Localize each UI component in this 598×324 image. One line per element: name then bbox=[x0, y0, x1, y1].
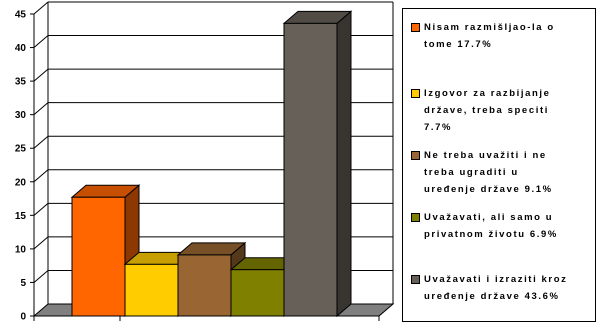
bar bbox=[70, 184, 141, 318]
legend-label: Nisam razmišljao-la o tome 17.7% bbox=[424, 22, 555, 50]
legend-swatch bbox=[411, 89, 420, 98]
y-tick-label: 25 bbox=[15, 144, 27, 155]
legend-item: Uvažavati, ali samo u privatnom životu 6… bbox=[411, 209, 593, 243]
y-tick-label: 5 bbox=[20, 278, 26, 289]
y-tick-label: 15 bbox=[15, 211, 27, 222]
legend-swatch bbox=[411, 275, 420, 284]
legend-item: Ne treba uvažiti i ne treba ugraditi u u… bbox=[411, 147, 593, 198]
y-tick-label: 45 bbox=[15, 10, 27, 21]
gridline-diagonal bbox=[33, 169, 49, 183]
gridline-diagonal bbox=[33, 1, 49, 15]
legend-label: Uvažavati i izraziti kroz uređenje držav… bbox=[424, 274, 568, 302]
legend-item: Izgovor za razbijanje države, treba spec… bbox=[411, 85, 593, 136]
bar-front bbox=[283, 22, 338, 317]
legend-swatch bbox=[411, 23, 420, 32]
bar-front bbox=[230, 269, 285, 317]
y-tick-label: 40 bbox=[15, 43, 27, 54]
y-tick-label: 0 bbox=[20, 312, 26, 323]
gridline-diagonal bbox=[33, 102, 49, 116]
legend-item: Uvažavati i izraziti kroz uređenje držav… bbox=[411, 271, 593, 305]
gridline-diagonal bbox=[33, 270, 49, 283]
legend-swatch bbox=[411, 151, 420, 160]
legend-label: Izgovor za razbijanje države, treba spec… bbox=[424, 88, 551, 133]
bar bbox=[176, 241, 247, 318]
bars bbox=[70, 10, 353, 318]
gridline-diagonal bbox=[33, 35, 49, 48]
gridline-diagonal bbox=[33, 68, 49, 82]
gridline-diagonal bbox=[33, 236, 49, 250]
y-axis-ticks: 0 5 10 15 20 25 30 35 40 45 bbox=[15, 10, 380, 323]
gridline-diagonal bbox=[33, 135, 49, 149]
y-tick-label: 10 bbox=[15, 244, 27, 255]
bar-side bbox=[336, 10, 352, 318]
legend-label: Ne treba uvažiti i ne treba ugraditi u u… bbox=[424, 150, 553, 195]
gridline-diagonal bbox=[33, 202, 49, 216]
legend-label: Uvažavati, ali samo u privatnom životu 6… bbox=[424, 212, 558, 240]
bar-front bbox=[71, 196, 126, 317]
bar bbox=[282, 10, 353, 318]
legend-swatch bbox=[411, 213, 420, 222]
y-tick-label: 35 bbox=[15, 77, 27, 88]
bar-front bbox=[177, 254, 232, 317]
bar-front bbox=[124, 263, 179, 317]
y-tick-label: 30 bbox=[15, 110, 27, 121]
legend-item: Nisam razmišljao-la o tome 17.7% bbox=[411, 19, 593, 53]
y-tick-label: 20 bbox=[15, 177, 27, 188]
legend: Nisam razmišljao-la o tome 17.7% Izgovor… bbox=[402, 8, 596, 322]
